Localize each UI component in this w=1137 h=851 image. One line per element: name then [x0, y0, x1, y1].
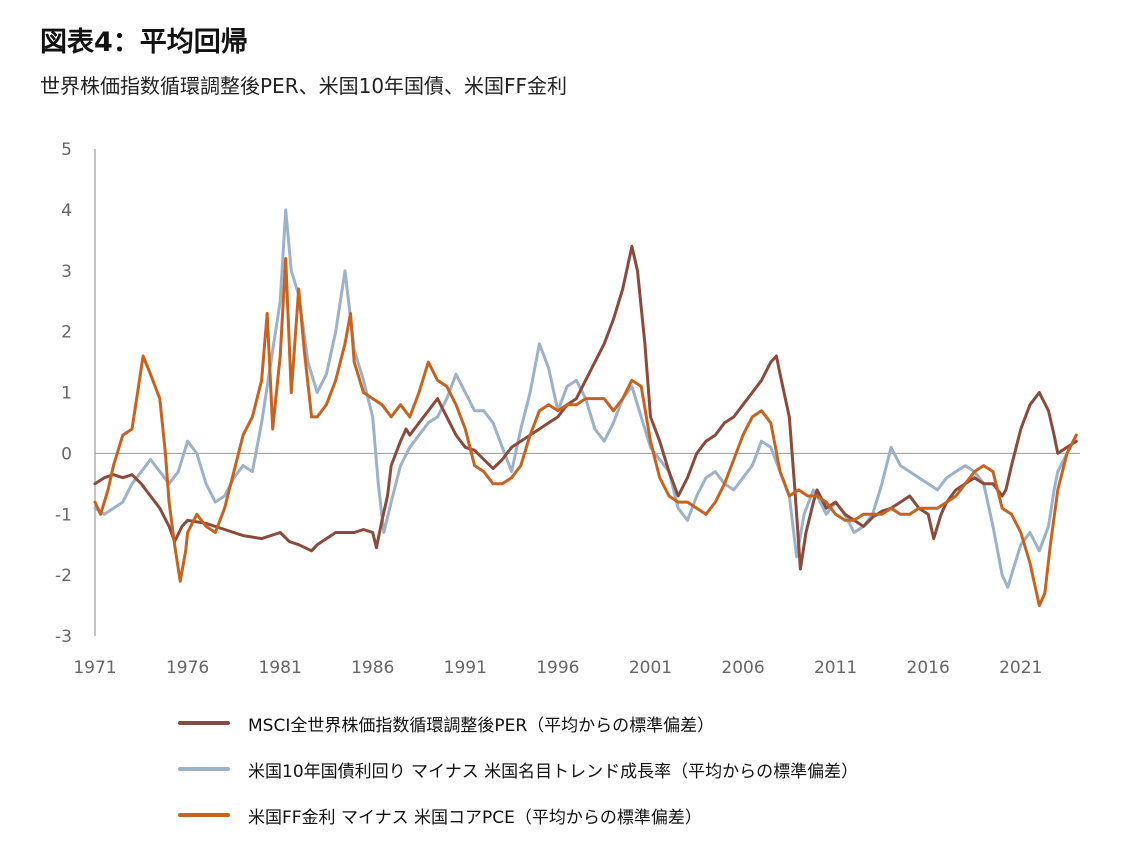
x-tick-label: 1991: [444, 658, 487, 678]
x-tick-label: 1986: [351, 658, 394, 678]
legend-item-per: MSCI全世界株価指数循環調整後PER（平均からの標準偏差）: [178, 700, 858, 746]
x-tick-label: 1981: [259, 658, 302, 678]
x-tick-label: 1976: [166, 658, 209, 678]
legend-swatch-ff: [178, 813, 230, 817]
chart-legend: MSCI全世界株価指数循環調整後PER（平均からの標準偏差） 米国10年国債利回…: [178, 700, 858, 838]
legend-label-10y: 米国10年国債利回り マイナス 米国名目トレンド成長率（平均からの標準偏差）: [248, 761, 859, 782]
legend-swatch-per: [178, 721, 230, 725]
series-line-0: [93, 244, 1078, 571]
y-tick-label: 2: [61, 323, 72, 343]
page-subtitle: 世界株価指数循環調整後PER、米国10年国債、米国FF金利: [40, 74, 568, 98]
y-tick-label: 0: [61, 444, 72, 464]
y-tick-label: 4: [61, 201, 72, 221]
x-tick-label: 1971: [73, 658, 116, 678]
series-line-1: [93, 208, 1078, 589]
x-tick-label: 1996: [536, 658, 579, 678]
x-tick-label: 2021: [999, 658, 1042, 678]
page-title: 図表4：平均回帰: [40, 27, 248, 58]
y-tick-label: 1: [61, 384, 72, 404]
y-tick-label: -3: [55, 627, 72, 647]
legend-swatch-10y: [178, 767, 230, 771]
series-line-2: [93, 257, 1078, 608]
x-tick-label: 2011: [814, 658, 857, 678]
y-tick-label: -1: [55, 505, 72, 525]
y-tick-label: 3: [61, 262, 72, 282]
y-tick-label: 5: [61, 140, 72, 160]
x-tick-label: 2001: [629, 658, 672, 678]
x-tick-label: 2016: [907, 658, 950, 678]
x-tick-label: 2006: [721, 658, 764, 678]
legend-item-10y: 米国10年国債利回り マイナス 米国名目トレンド成長率（平均からの標準偏差）: [178, 746, 858, 792]
legend-item-ff: 米国FF金利 マイナス 米国コアPCE（平均からの標準偏差）: [178, 792, 858, 838]
y-tick-label: -2: [55, 566, 72, 586]
legend-label-per: MSCI全世界株価指数循環調整後PER（平均からの標準偏差）: [248, 715, 715, 736]
legend-label-ff: 米国FF金利 マイナス 米国コアPCE（平均からの標準偏差）: [248, 807, 702, 828]
